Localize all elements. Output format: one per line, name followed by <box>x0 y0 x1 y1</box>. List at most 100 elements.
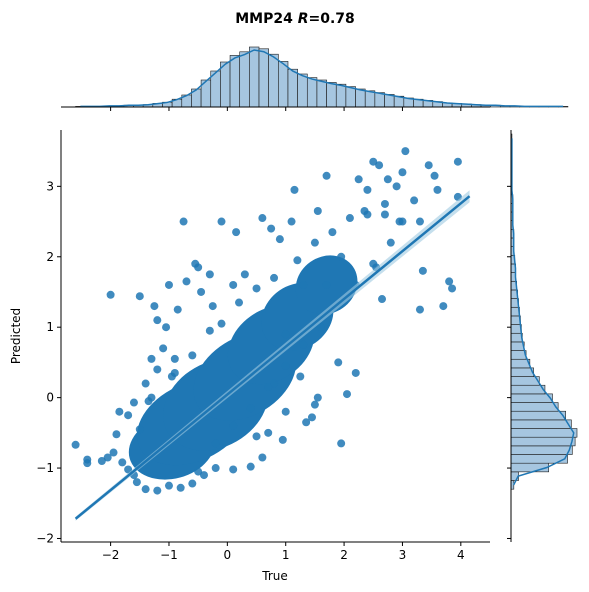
scatter-point <box>310 238 319 247</box>
scatter-point <box>144 397 153 406</box>
scatter-point <box>211 464 220 473</box>
scatter-point <box>217 319 226 328</box>
scatter-point <box>182 277 191 286</box>
scatter-point <box>313 393 322 402</box>
scatter-point <box>299 340 308 349</box>
histogram-bar <box>316 79 327 108</box>
scatter-point <box>170 354 179 363</box>
scatter-point <box>246 404 255 413</box>
scatter-point <box>345 214 354 223</box>
scatter-point <box>433 185 442 194</box>
scatter-point <box>197 287 206 296</box>
scatter-point <box>153 316 162 325</box>
kde-curve <box>80 49 564 108</box>
scatter-point <box>445 277 454 286</box>
scatter-point <box>287 217 296 226</box>
scatter-point <box>194 263 203 272</box>
scatter-point <box>106 290 115 299</box>
scatter-point <box>369 157 378 166</box>
scatter-point <box>150 302 159 311</box>
regression-line <box>74 195 471 520</box>
histogram-bar <box>510 367 534 377</box>
scatter-point <box>415 217 424 226</box>
scatter-point <box>328 228 337 237</box>
scatter-point <box>129 398 138 407</box>
x-tick-label: 2 <box>340 548 348 562</box>
scatter-point <box>363 185 372 194</box>
histogram-bar <box>510 332 523 343</box>
x-tick-label: 1 <box>282 548 290 562</box>
histogram-bar <box>229 55 241 108</box>
scatter-point <box>270 379 279 388</box>
scatter-point <box>153 365 162 374</box>
scatter-point <box>194 467 203 476</box>
histogram-bar <box>510 376 540 386</box>
scatter-point <box>322 280 331 289</box>
scatter-point <box>173 305 182 314</box>
scatter-point <box>267 224 276 233</box>
scatter-point <box>141 379 150 388</box>
scatter-point <box>246 462 255 471</box>
x-tick-label: −1 <box>160 548 178 562</box>
right-marginal-histogram <box>507 130 578 542</box>
scatter-point <box>141 485 150 494</box>
scatter-point <box>418 266 427 275</box>
y-tick-label: 1 <box>46 320 54 334</box>
scatter-point <box>383 175 392 184</box>
scatter-point <box>208 302 217 311</box>
histogram-bar <box>364 90 376 108</box>
scatter-point <box>135 292 144 301</box>
kde-curve <box>511 138 575 486</box>
y-tick-label: −1 <box>36 461 54 475</box>
scatter-point <box>337 439 346 448</box>
histogram-bar <box>510 436 576 447</box>
scatter-point <box>281 361 290 370</box>
scatter-point <box>363 210 372 219</box>
histogram-bar <box>297 73 308 108</box>
scatter-point <box>240 270 249 279</box>
x-tick-label: 3 <box>399 548 407 562</box>
scatter-point <box>380 199 389 208</box>
scatter-point <box>378 295 387 304</box>
scatter-point <box>392 182 401 191</box>
scatter-point <box>369 259 378 268</box>
scatter-point <box>217 217 226 226</box>
scatter-point <box>229 280 238 289</box>
scatter-point <box>252 432 261 441</box>
scatter-point <box>316 323 325 332</box>
y-tick-label: 3 <box>46 179 54 193</box>
scatter-point <box>313 206 322 215</box>
scatter-point <box>188 351 197 360</box>
scatter-point <box>252 284 261 293</box>
histogram-bar <box>510 445 573 455</box>
y-tick-label: 0 <box>46 391 54 405</box>
scatter-point <box>235 298 244 307</box>
scatter-point <box>103 453 112 462</box>
x-tick-label: 0 <box>224 548 232 562</box>
scatter-point <box>351 368 360 377</box>
chart-title: MMP24 R=0.78 <box>235 11 355 27</box>
scatter-point <box>302 418 311 427</box>
scatter-point <box>278 435 287 444</box>
title-r-symbol: R <box>298 11 309 27</box>
histogram-bar <box>510 402 559 412</box>
histogram-bar <box>326 82 337 108</box>
scatter-point <box>97 457 106 466</box>
scatter-point <box>124 411 133 420</box>
scatter-point <box>179 217 188 226</box>
scatter-point <box>109 448 118 457</box>
scatter-point <box>453 157 462 166</box>
scatter-point <box>153 486 162 495</box>
scatter-point <box>170 368 179 377</box>
scatter-point <box>439 302 448 311</box>
histogram-bar <box>345 86 356 108</box>
title-r-value: =0.78 <box>308 11 354 27</box>
histogram-bar <box>510 419 572 429</box>
scatter-point <box>281 330 290 339</box>
histogram-bar <box>510 410 566 421</box>
scatter-point <box>132 478 141 487</box>
scatter-point <box>258 453 267 462</box>
scatter-point <box>290 185 299 194</box>
scatter-point <box>281 407 290 416</box>
